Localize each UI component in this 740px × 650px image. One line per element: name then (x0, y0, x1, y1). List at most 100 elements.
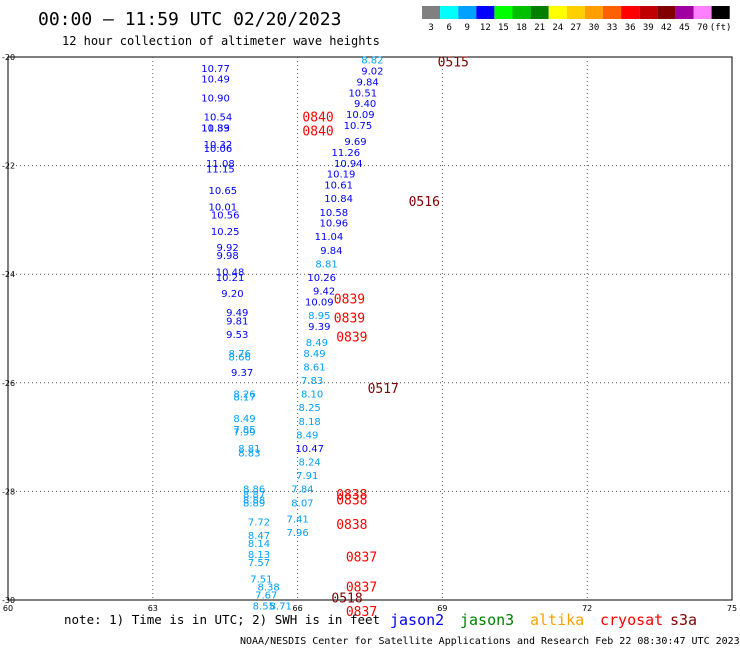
color-scale-swatch (711, 6, 730, 19)
wave-height-label: 8.38 (258, 582, 280, 593)
x-tick-label: 63 (148, 604, 158, 613)
x-tick-label: 60 (3, 604, 13, 613)
wave-height-label: 10.47 (295, 444, 324, 455)
wave-height-label: 8.87 (243, 490, 265, 501)
wave-height-label: 10.09 (305, 297, 334, 308)
chart-subtitle: 12 hour collection of altimeter wave hei… (62, 34, 380, 48)
pass-time-label: 0838 (336, 518, 367, 533)
x-tick-label: 66 (293, 604, 303, 613)
y-tick-label: -24 (2, 270, 15, 279)
x-tick-label: 72 (582, 604, 592, 613)
color-scale-swatch (440, 6, 459, 19)
wave-height-label: 8.88 (243, 496, 265, 507)
chart-title: 00:00 – 11:59 UTC 02/20/2023 (38, 9, 341, 30)
wave-height-label: 10.19 (327, 170, 356, 181)
wave-height-label: 9.84 (320, 246, 342, 257)
pass-time-label: 0837 (346, 551, 377, 566)
wave-height-label: 10.89 (201, 124, 230, 135)
wave-height-label: 10.96 (319, 219, 348, 230)
wave-height-label: 8.25 (299, 403, 321, 414)
wave-height-label: 9.02 (361, 67, 383, 78)
pass-time-label: 0515 (438, 55, 469, 70)
pass-time-label: 0517 (368, 382, 399, 397)
y-tick-label: -20 (2, 53, 15, 62)
wave-height-label: 8.81 (315, 259, 337, 270)
wave-height-label: 8.55 (253, 601, 275, 612)
y-tick-label: -30 (2, 596, 15, 605)
color-scale-label: 18 (516, 23, 527, 33)
plot-area: 60 63 66 69 72 75-20-22-24-26-28-30 8.829.029… (2, 53, 737, 620)
color-scale-label: 12 (480, 23, 491, 33)
color-scale-swatch (548, 6, 567, 19)
color-scale-legend: 3 6 9 12 15 18 21 24 27 30 33 36 39 42 45 70 (ft) (422, 6, 731, 33)
wave-height-label: 8.71 (270, 601, 292, 612)
wave-height-label: 9.69 (344, 137, 366, 148)
color-scale-label: 45 (679, 23, 690, 33)
grid-lines (8, 57, 732, 600)
color-scale-swatch (530, 6, 549, 19)
pass-time-label: 0838 (336, 488, 367, 503)
wave-height-label: 8.76 (229, 349, 251, 360)
color-scale-label: 30 (589, 23, 600, 33)
color-scale-label: 70 (697, 23, 708, 33)
color-scale-label: (ft) (710, 23, 732, 33)
color-scale-swatch (657, 6, 676, 19)
wave-height-label: 8.49 (303, 349, 325, 360)
pass-time-label: 0837 (346, 605, 377, 620)
wave-height-label: 10.90 (201, 94, 230, 105)
color-scale-label: 36 (625, 23, 636, 33)
wave-height-label: 9.42 (313, 286, 335, 297)
x-tick-label: 75 (727, 604, 737, 613)
wave-height-label: 7.51 (250, 574, 272, 585)
y-tick-label: -28 (2, 487, 15, 496)
wave-height-label: 8.26 (233, 390, 255, 401)
color-scale-swatch (639, 6, 658, 19)
wave-height-label: 8.49 (306, 338, 328, 349)
wave-height-label: 10.75 (344, 121, 373, 132)
wave-height-label: 8.18 (299, 417, 321, 428)
wave-height-label: 11.26 (332, 148, 361, 159)
color-scale-swatch (566, 6, 585, 19)
color-scale-swatch (494, 6, 513, 19)
wave-height-label: 8.49 (296, 430, 318, 441)
wave-height-label: 8.24 (299, 458, 321, 469)
color-scale-label: 9 (465, 23, 470, 33)
wave-height-label: 7.72 (248, 517, 270, 528)
wave-height-label: 8.61 (303, 363, 325, 374)
pass-time-label: 0840 (302, 124, 333, 139)
wave-height-label: 8.66 (229, 353, 251, 364)
wave-height-label: 10.26 (307, 273, 336, 284)
y-tick-label: -22 (2, 162, 15, 171)
wave-height-label: 9.20 (221, 289, 243, 300)
axis-tick-labels: 60 63 66 69 72 75 -20 -22 -24 -26 -28 -30 (2, 53, 737, 613)
color-scale-swatch (422, 6, 441, 19)
pass-time-label: 0518 (331, 591, 362, 606)
wave-height-label: 10.58 (319, 208, 348, 219)
color-scale-label: 33 (607, 23, 618, 33)
wave-height-label: 7.85 (233, 425, 255, 436)
pass-time-label: 0839 (334, 312, 365, 327)
wave-height-label: 9.81 (226, 316, 248, 327)
wave-height-label: 10.54 (204, 113, 233, 124)
wave-height-label: 7.67 (255, 591, 277, 602)
wave-height-label: 7.91 (296, 471, 318, 482)
wave-height-label: 9.53 (226, 330, 248, 341)
pass-time-label: 0838 (336, 494, 367, 509)
color-scale-label: 6 (446, 23, 451, 33)
color-scale-label: 21 (534, 23, 545, 33)
wave-height-label: 7.83 (301, 376, 323, 387)
wave-height-label: 8.83 (238, 448, 260, 459)
color-scale-label: 27 (570, 23, 581, 33)
wave-height-label: 10.61 (324, 181, 353, 192)
color-scale-swatch (512, 6, 531, 19)
wave-height-label: 8.14 (248, 539, 270, 550)
color-scale-swatch (621, 6, 640, 19)
wave-height-label: 7.57 (248, 558, 270, 569)
color-scale-label: 15 (498, 23, 509, 33)
wave-height-label: 9.39 (308, 322, 330, 333)
wave-height-labels: 8.829.029.8410.519.4010.0910.759.6911.26… (201, 56, 383, 613)
pass-time-label: 0840 (302, 111, 333, 126)
wave-height-label: 10.65 (208, 186, 237, 197)
satellite-legend-jason3: jason3 (460, 611, 514, 629)
